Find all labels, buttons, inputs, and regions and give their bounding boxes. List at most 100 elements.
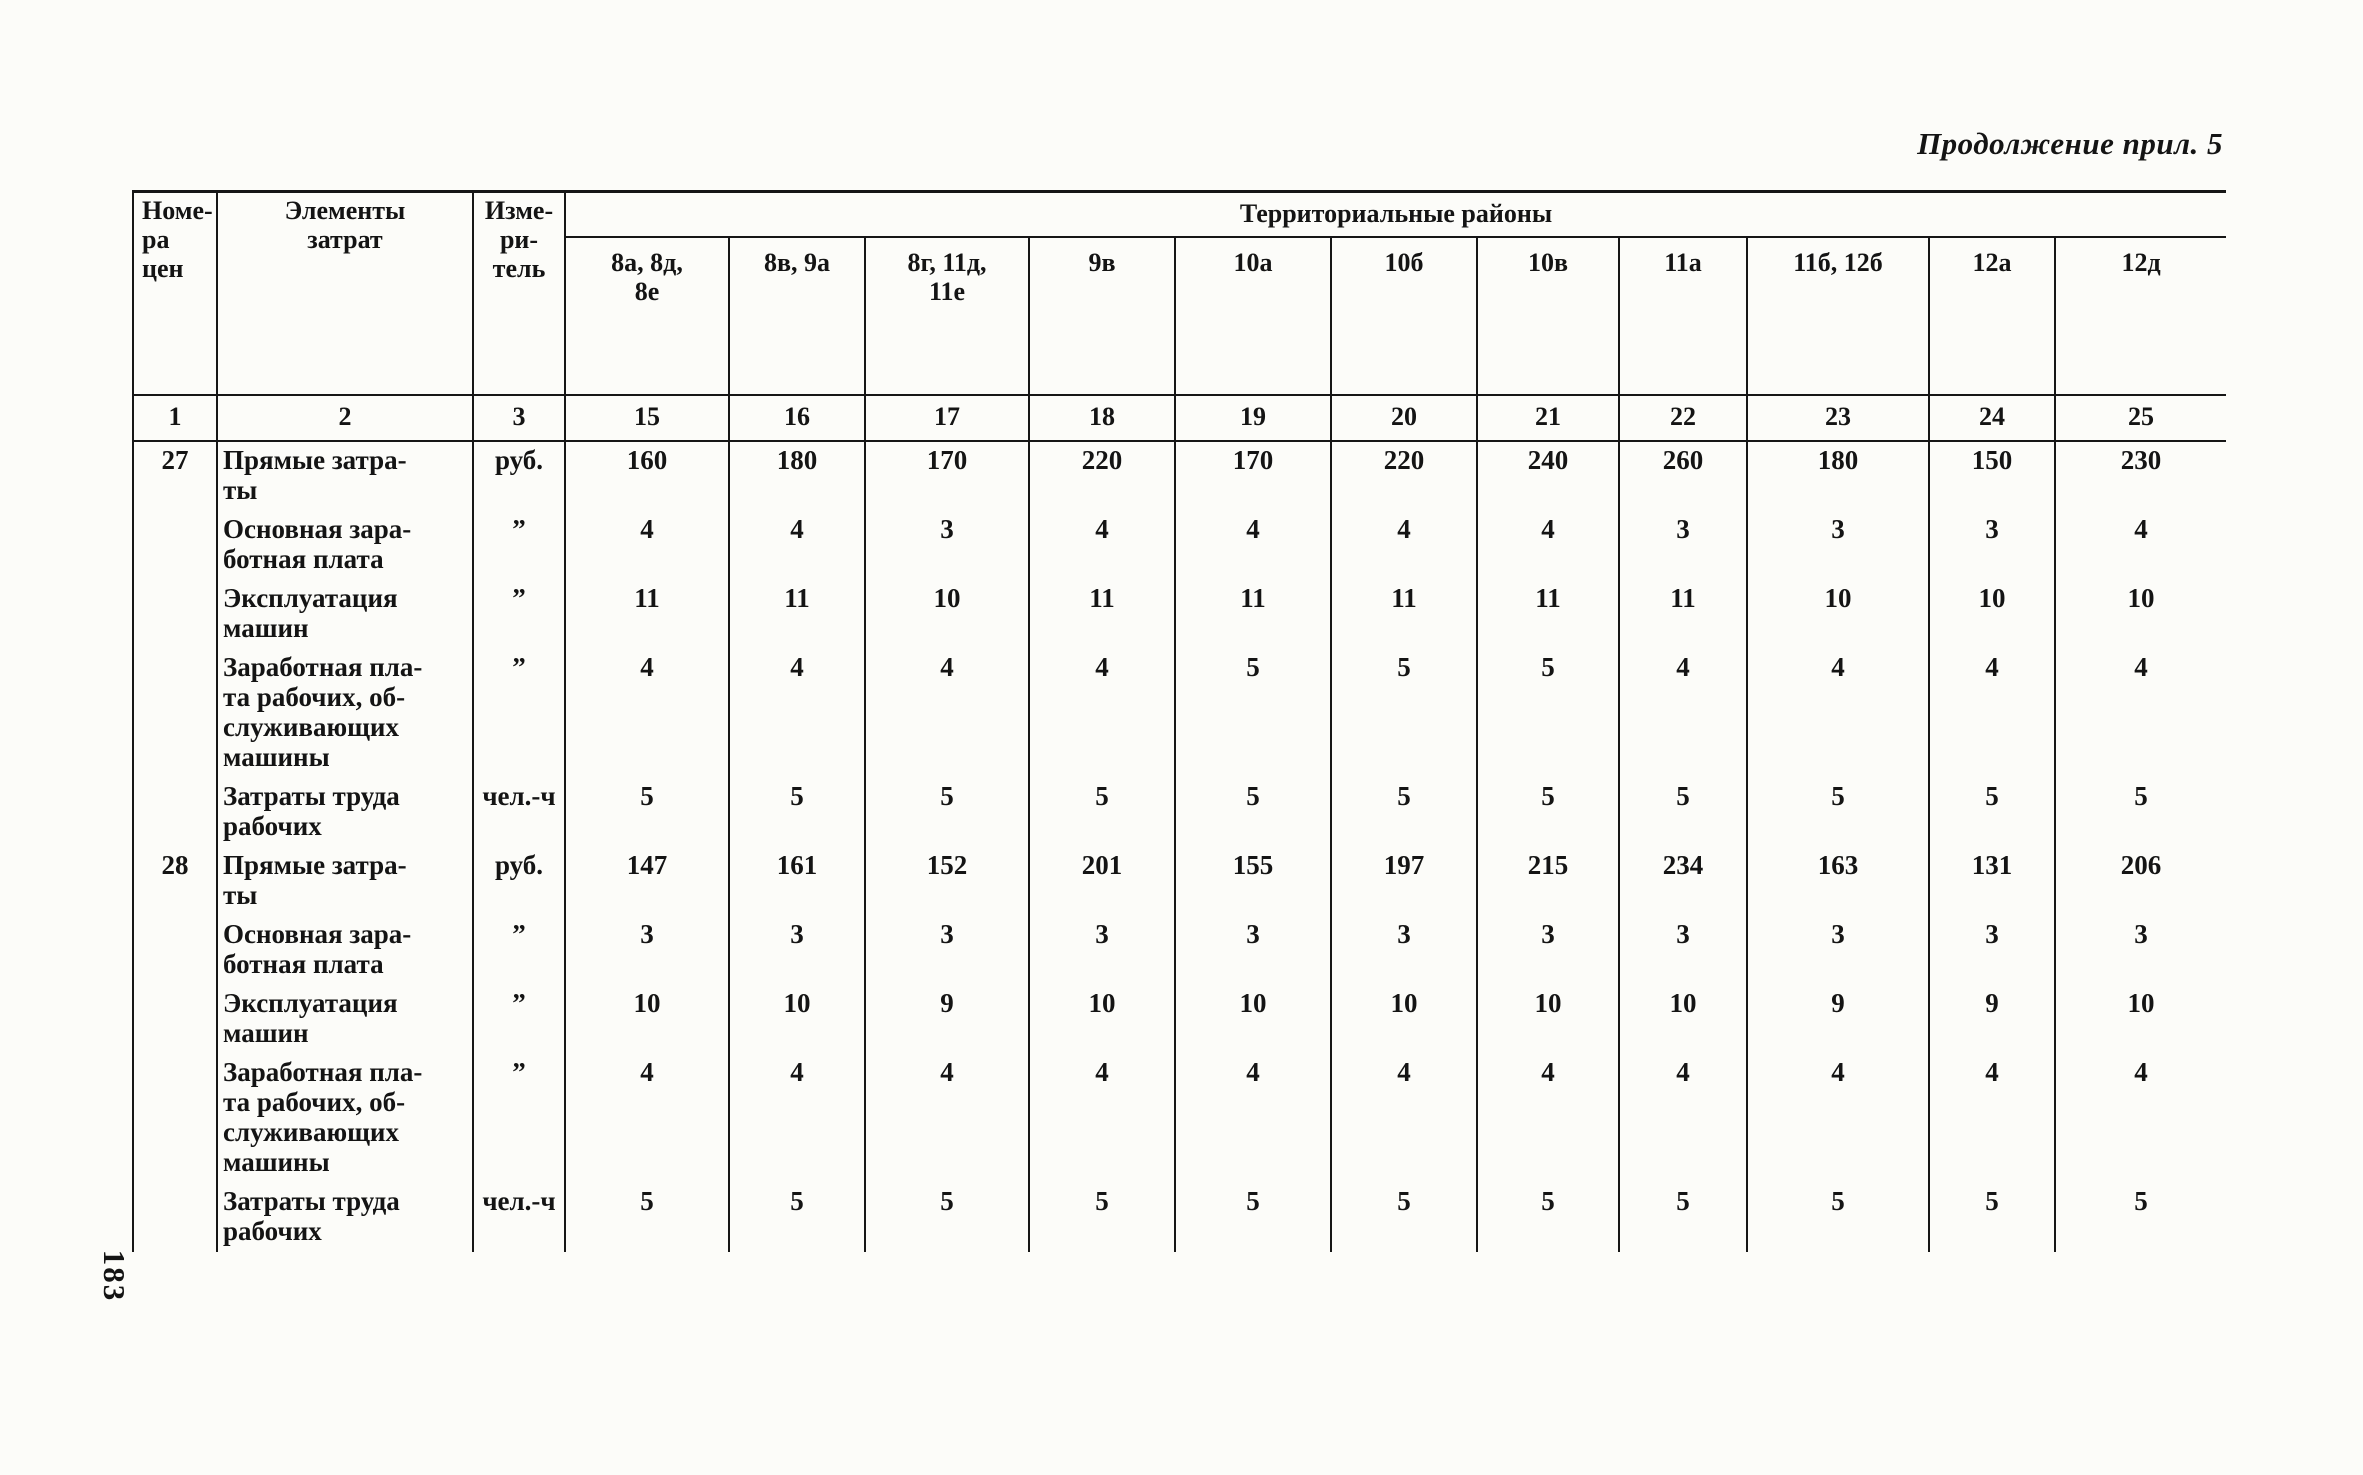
value-cell: 4 xyxy=(2053,1054,2227,1183)
value-cell: 197 xyxy=(1330,847,1477,916)
value-cell: 3 xyxy=(1746,916,1929,985)
district-column-header: 8г, 11д, 11е xyxy=(864,237,1029,395)
value-cell: 10 xyxy=(564,985,729,1054)
value-cell: 5 xyxy=(1476,649,1619,778)
value-cell: 5 xyxy=(2053,1183,2227,1252)
value-cell: 4 xyxy=(1618,1054,1747,1183)
district-column-header: 10в xyxy=(1476,237,1619,395)
header-territorial-districts: Территориальные районы xyxy=(563,191,2227,238)
value-cell: 4 xyxy=(1330,1054,1477,1183)
value-cell: 5 xyxy=(564,778,729,847)
value-cell: 161 xyxy=(728,847,865,916)
table-row: Эксплуатация машин” 11 11 10 11 11 11 11 11 10 10 1… xyxy=(132,580,2227,649)
column-number: 25 xyxy=(2053,394,2227,442)
table-body: 27 Прямые затра- ты руб. 160 180 170 220 170 220… xyxy=(132,441,2227,1252)
unit-cell: чел.-ч xyxy=(472,778,565,847)
value-cell: 5 xyxy=(1330,649,1477,778)
value-cell: 4 xyxy=(728,1054,865,1183)
column-number: 3 xyxy=(472,394,565,442)
value-cell: 5 xyxy=(1618,1183,1747,1252)
column-number: 15 xyxy=(564,394,729,442)
column-number: 19 xyxy=(1174,394,1331,442)
value-cell: 150 xyxy=(1928,441,2055,511)
value-cell: 5 xyxy=(728,1183,865,1252)
value-cell: 4 xyxy=(1174,1054,1331,1183)
value-cell: 5 xyxy=(1174,1183,1331,1252)
value-cell: 4 xyxy=(1476,1054,1619,1183)
value-cell: 3 xyxy=(1476,916,1619,985)
value-cell: 4 xyxy=(728,511,865,580)
value-cell: 4 xyxy=(864,649,1029,778)
header-unit: Изме- ри- тель xyxy=(472,191,565,395)
unit-cell: ” xyxy=(472,649,565,778)
value-cell: 5 xyxy=(2053,778,2227,847)
cost-element-label: Прямые затра- ты xyxy=(216,441,473,511)
price-number-cell: 28 xyxy=(132,847,217,916)
value-cell: 5 xyxy=(1928,1183,2055,1252)
cost-element-label: Эксплуатация машин xyxy=(216,985,473,1054)
value-cell: 11 xyxy=(564,580,729,649)
value-cell: 11 xyxy=(1028,580,1175,649)
value-cell: 147 xyxy=(564,847,729,916)
value-cell: 10 xyxy=(1618,985,1747,1054)
value-cell: 3 xyxy=(1028,916,1175,985)
column-number: 20 xyxy=(1330,394,1477,442)
price-number-cell xyxy=(132,580,217,649)
value-cell: 260 xyxy=(1618,441,1747,511)
value-cell: 4 xyxy=(1928,649,2055,778)
value-cell: 10 xyxy=(1330,985,1477,1054)
unit-cell: ” xyxy=(472,511,565,580)
column-number: 17 xyxy=(864,394,1029,442)
value-cell: 3 xyxy=(564,916,729,985)
value-cell: 234 xyxy=(1618,847,1747,916)
cost-element-label: Заработная пла- та рабочих, об- служиваю… xyxy=(216,1054,473,1183)
value-cell: 4 xyxy=(1618,649,1747,778)
value-cell: 4 xyxy=(2053,511,2227,580)
value-cell: 3 xyxy=(1618,511,1747,580)
value-cell: 152 xyxy=(864,847,1029,916)
value-cell: 4 xyxy=(564,511,729,580)
value-cell: 3 xyxy=(864,511,1029,580)
header-price-number: Номе- ра цен xyxy=(132,191,217,395)
value-cell: 3 xyxy=(864,916,1029,985)
cost-element-label: Прямые затра- ты xyxy=(216,847,473,916)
value-cell: 240 xyxy=(1476,441,1619,511)
price-number-cell xyxy=(132,985,217,1054)
page-number: 183 xyxy=(97,1249,132,1303)
table-row: Эксплуатация машин” 10 10 9 10 10 10 10 10 9 9 10 xyxy=(132,985,2227,1054)
value-cell: 10 xyxy=(1476,985,1619,1054)
value-cell: 155 xyxy=(1174,847,1331,916)
value-cell: 4 xyxy=(2053,649,2227,778)
table-row: Затраты труда рабочих чел.-ч 5 5 5 5 5 5 5 5 5 5 5 xyxy=(132,1183,2227,1252)
value-cell: 5 xyxy=(1476,1183,1619,1252)
value-cell: 4 xyxy=(1330,511,1477,580)
value-cell: 160 xyxy=(564,441,729,511)
value-cell: 3 xyxy=(1618,916,1747,985)
value-cell: 206 xyxy=(2053,847,2227,916)
price-number-cell xyxy=(132,778,217,847)
column-number: 16 xyxy=(728,394,865,442)
table-row: 28 Прямые затра- ты руб. 147 161 152 201 155 197… xyxy=(132,847,2227,916)
cost-elements-table: Номе- ра цен Элементы затрат Изме- ри- т… xyxy=(132,190,2227,1252)
value-cell: 4 xyxy=(1174,511,1331,580)
unit-cell: ” xyxy=(472,916,565,985)
value-cell: 4 xyxy=(564,1054,729,1183)
value-cell: 11 xyxy=(1618,580,1747,649)
value-cell: 230 xyxy=(2053,441,2227,511)
price-number-cell xyxy=(132,1054,217,1183)
value-cell: 10 xyxy=(1746,580,1929,649)
unit-cell: руб. xyxy=(472,441,565,511)
cost-element-label: Заработная пла- та рабочих, об- служиваю… xyxy=(216,649,473,778)
column-number: 18 xyxy=(1028,394,1175,442)
value-cell: 170 xyxy=(864,441,1029,511)
value-cell: 5 xyxy=(1330,1183,1477,1252)
value-cell: 4 xyxy=(1028,649,1175,778)
unit-cell: ” xyxy=(472,1054,565,1183)
value-cell: 10 xyxy=(1928,580,2055,649)
value-cell: 5 xyxy=(1476,778,1619,847)
value-cell: 5 xyxy=(1174,649,1331,778)
price-number-cell xyxy=(132,916,217,985)
value-cell: 10 xyxy=(728,985,865,1054)
district-column-header: 12а xyxy=(1928,237,2055,395)
value-cell: 11 xyxy=(1174,580,1331,649)
